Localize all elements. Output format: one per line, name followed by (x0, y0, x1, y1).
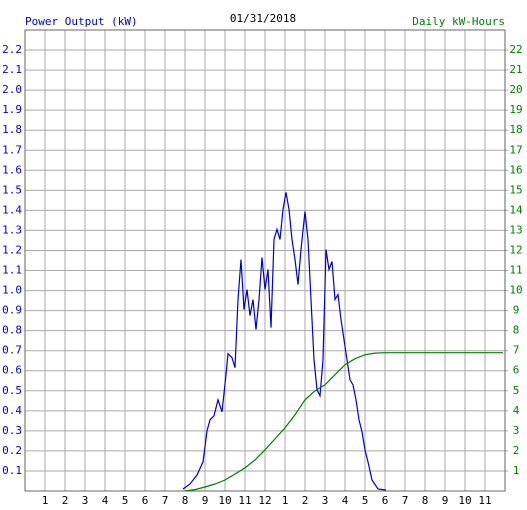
y2-tick-label: 2 (513, 444, 520, 457)
x-tick-label: 9 (202, 494, 209, 507)
y2-tick-label: 9 (513, 304, 520, 317)
y2-tick-label: 18 (509, 123, 522, 136)
y-tick-label: 1.8 (2, 123, 22, 136)
y2-tick-label: 6 (513, 364, 520, 377)
y-tick-label: 1.3 (2, 223, 22, 236)
x-tick-label: 3 (322, 494, 329, 507)
y-tick-label: 1.6 (2, 163, 22, 176)
x-tick-label: 10 (458, 494, 471, 507)
x-tick-label: 2 (302, 494, 309, 507)
x-tick-label: 12 (258, 494, 271, 507)
y-tick-label: 0.1 (2, 464, 22, 477)
y2-tick-label: 15 (509, 183, 522, 196)
y-tick-label: 0.3 (2, 424, 22, 437)
plot-border (24, 29, 506, 492)
y2-tick-label: 7 (513, 344, 520, 357)
y-tick-label: 1.4 (2, 203, 22, 216)
y2-tick-label: 16 (509, 163, 522, 176)
y-tick-label: 1.7 (2, 143, 22, 156)
x-tick-label: 1 (282, 494, 289, 507)
x-tick-label: 7 (402, 494, 409, 507)
y-tick-label: 0.7 (2, 344, 22, 357)
y2-axis-label: Daily kW-Hours (412, 15, 505, 28)
x-tick-label: 2 (62, 494, 69, 507)
x-tick-label: 11 (238, 494, 251, 507)
y2-tick-label: 21 (509, 63, 522, 76)
x-tick-label: 9 (442, 494, 449, 507)
x-tick-label: 3 (82, 494, 89, 507)
x-tick-label: 11 (478, 494, 491, 507)
x-tick-label: 6 (382, 494, 389, 507)
x-tick-label: 7 (162, 494, 169, 507)
y-tick-label: 1.1 (2, 264, 22, 277)
y2-tick-label: 3 (513, 424, 520, 437)
y-tick-label: 2.2 (2, 43, 22, 56)
y-tick-label: 1.0 (2, 284, 22, 297)
x-tick-label: 1 (42, 494, 49, 507)
chart-title: 01/31/2018 (230, 12, 296, 25)
y2-tick-label: 12 (509, 243, 522, 256)
y2-tick-label: 11 (509, 264, 522, 277)
y-tick-label: 0.5 (2, 384, 22, 397)
y-tick-label: 2.1 (2, 63, 22, 76)
x-tick-label: 6 (142, 494, 149, 507)
y-tick-label: 0.4 (2, 404, 22, 417)
y-tick-label: 1.9 (2, 103, 22, 116)
y-axis-label: Power Output (kW) (25, 15, 138, 28)
series-line (184, 352, 503, 492)
y2-tick-label: 17 (509, 143, 522, 156)
y2-tick-label: 4 (513, 404, 520, 417)
x-tick-label: 10 (218, 494, 231, 507)
y-tick-label: 0.2 (2, 444, 22, 457)
y-tick-label: 1.2 (2, 243, 22, 256)
y2-tick-label: 14 (509, 203, 523, 216)
x-tick-label: 8 (422, 494, 429, 507)
x-tick-label: 8 (182, 494, 189, 507)
y2-tick-label: 10 (509, 284, 522, 297)
y-tick-label: 0.8 (2, 324, 22, 337)
y2-tick-label: 1 (513, 464, 520, 477)
y-tick-label: 0.6 (2, 364, 22, 377)
y-tick-label: 0.9 (2, 304, 22, 317)
y-tick-label: 1.5 (2, 183, 22, 196)
y2-tick-label: 19 (509, 103, 522, 116)
x-tick-label: 5 (122, 494, 129, 507)
y2-tick-label: 22 (509, 43, 522, 56)
y2-tick-label: 20 (509, 83, 522, 96)
x-tick-label: 5 (362, 494, 369, 507)
y-tick-label: 2.0 (2, 83, 22, 96)
x-tick-label: 4 (342, 494, 349, 507)
x-tick-label: 4 (102, 494, 109, 507)
y2-tick-label: 8 (513, 324, 520, 337)
y2-tick-label: 5 (513, 384, 520, 397)
y2-tick-label: 13 (509, 223, 522, 236)
